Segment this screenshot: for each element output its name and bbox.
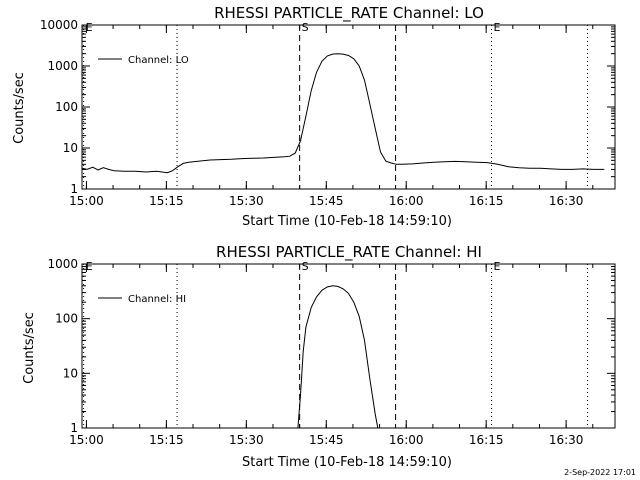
y-tick-label: 100 [55,312,78,326]
x-tick-label: 15:00 [69,433,104,447]
y-tick-label: 10 [63,141,78,155]
time-marker-label: S [302,21,309,34]
x-tick-label: 15:30 [229,194,264,208]
x-tick-label: 15:45 [309,194,344,208]
panel-hi-legend-label: Channel: HI [128,294,186,305]
panel-lo-title: RHESSI PARTICLE_RATE Channel: LO [214,4,484,23]
panel-hi-x-label: Start Time (10-Feb-18 14:59:10) [242,455,452,470]
y-tick-label: 1000 [47,59,78,73]
x-tick-label: 16:00 [389,433,424,447]
y-tick-label: 1 [70,421,78,435]
panel-hi-series-line [297,285,379,429]
y-tick-label: 1 [70,182,78,196]
panel-lo-x-label: Start Time (10-Feb-18 14:59:10) [242,214,452,229]
panel-lo-legend-label: Channel: LO [128,55,189,66]
x-tick-label: 16:15 [469,194,504,208]
panel-hi: RHESSI PARTICLE_RATE Channel: HI E S E 1 10… [22,243,616,470]
panel-lo-y-label: Counts/sec [12,72,27,144]
x-tick-label: 15:15 [149,433,184,447]
panel-lo-x-axis: 15:00 15:15 15:30 15:45 16:00 16:15 16:30 [69,25,594,208]
x-tick-label: 15:00 [69,194,104,208]
x-tick-label: 15:30 [229,433,264,447]
y-tick-label: 1000 [47,257,78,271]
y-tick-label: 10000 [40,18,78,32]
panel-hi-x-axis: 15:00 15:15 15:30 15:45 16:00 16:15 16:30 [69,264,594,447]
panel-hi-legend: Channel: HI [98,294,186,305]
y-tick-label: 10 [63,366,78,380]
panel-hi-title: RHESSI PARTICLE_RATE Channel: HI [216,243,482,262]
x-tick-label: 16:15 [469,433,504,447]
time-marker-label: S [302,260,309,273]
x-tick-label: 16:00 [389,194,424,208]
panel-hi-y-label: Counts/sec [22,312,37,384]
time-marker-label: E [86,260,93,273]
panel-hi-plot-frame [81,263,616,429]
time-marker-label: E [86,21,93,34]
panel-lo: RHESSI PARTICLE_RATE Channel: LO E S E 1 10… [12,4,616,229]
footer-timestamp: 2-Sep-2022 17:01 [564,468,636,477]
x-tick-label: 16:30 [549,433,584,447]
panel-lo-y-axis: 1 10 100 1000 10000 [40,18,615,196]
y-tick-label: 100 [55,100,78,114]
x-tick-label: 15:45 [309,433,344,447]
panel-lo-legend: Channel: LO [98,55,189,66]
time-marker-label: E [494,21,501,34]
time-marker-label: E [494,260,501,273]
x-tick-label: 16:30 [549,194,584,208]
panel-hi-y-axis: 1 10 100 1000 [47,257,615,435]
panel-lo-series-line [81,53,605,174]
x-tick-label: 15:15 [149,194,184,208]
panel-lo-plot-frame [81,24,616,190]
